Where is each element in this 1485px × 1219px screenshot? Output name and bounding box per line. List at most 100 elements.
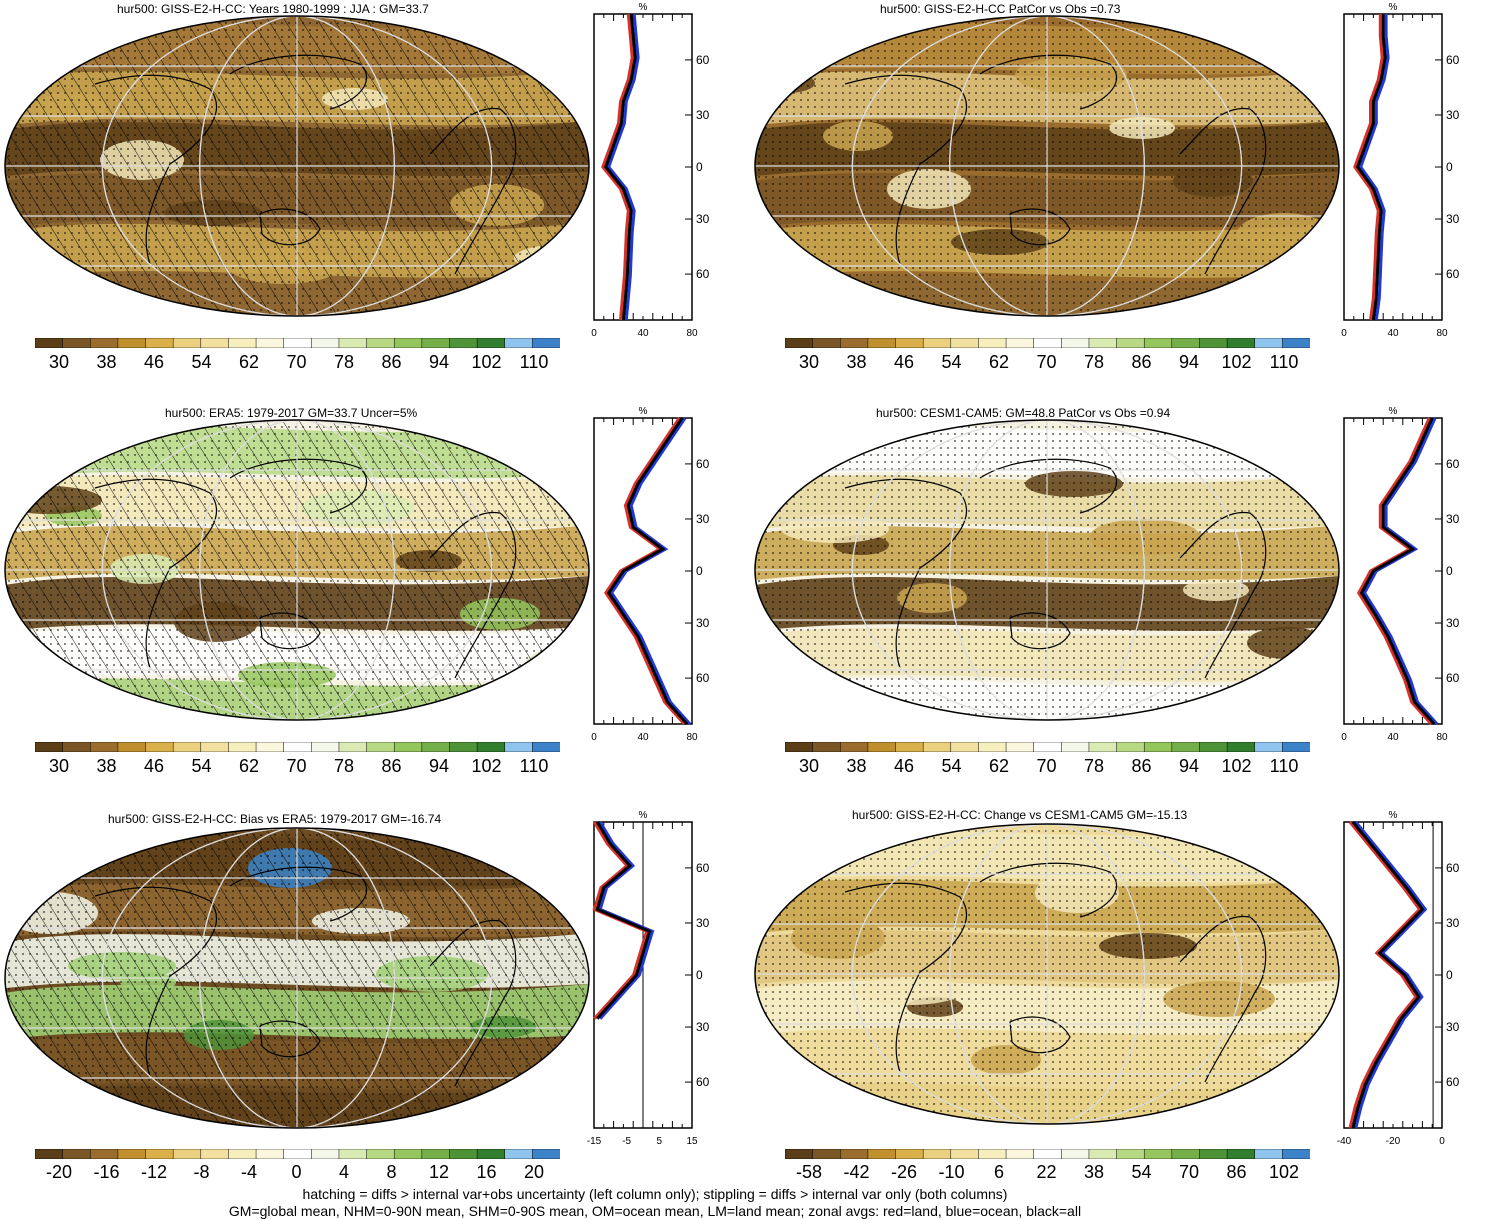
lat-tick-label: 60S [1446,671,1460,685]
colorbar-label: 86 [1131,352,1152,372]
colorbar-swatch [532,742,560,752]
colorbar-label: 110 [1269,352,1299,372]
colorbar-label: 78 [1083,756,1105,776]
colorbar-labels: 30 38 46 54 62 70 78 86 94 102 110 [35,756,560,778]
zonal-mean-plot: % 60N 30N 0 30S 60S 0 40 80 [1341,406,1460,743]
world-map [754,15,1340,317]
colorbar [35,742,560,752]
colorbar-label: 62 [238,352,260,372]
colorbar-labels: 30 38 46 54 62 70 78 86 94 102 110 [35,352,560,374]
colorbar-label: -10 [938,1162,965,1182]
colorbar-label: 110 [1269,756,1299,776]
zonal-profile-line [1348,821,1422,1129]
zonal-x-tick-label: -40 [1337,1136,1352,1147]
colorbar-label: 86 [381,352,402,372]
zonal-profile-line [1356,14,1387,321]
lat-tick-label: 60S [696,267,710,281]
zonal-profile-line [1359,417,1436,726]
colorbar-swatch [1171,338,1201,348]
zonal-profile-line [606,417,689,726]
colorbar-swatch [1088,742,1118,752]
colorbar-swatch [449,742,478,752]
colorbar-label: -16 [93,1162,120,1182]
colorbar-swatch [1199,742,1228,752]
colorbar-swatch [476,1149,506,1159]
colorbar-swatch [895,742,924,752]
colorbar-label: 38 [846,756,867,776]
lat-tick-label: 30S [696,1020,710,1034]
colorbar-label: 62 [988,756,1010,776]
zonal-axis-label: % [1389,810,1398,821]
colorbar-label: 54 [191,352,212,372]
zonal-x-tick-label: 80 [686,328,698,339]
lat-tick-label: 60N [1446,861,1460,875]
colorbar-label: 30 [48,352,70,372]
colorbar-swatch [90,1149,119,1159]
colorbar-swatch [978,742,1007,752]
colorbar-swatch [1282,338,1310,348]
colorbar-swatch [145,742,174,752]
colorbar-swatch [1226,742,1256,752]
colorbar-label: 102 [1221,756,1252,776]
lat-tick-label: 0 [696,160,703,174]
colorbar-swatch [1033,742,1063,752]
colorbar-swatch [62,338,92,348]
footer-note-1: hatching = diffs > internal var+obs unce… [302,1186,1008,1202]
colorbar-label: 110 [519,352,549,372]
colorbar [35,1149,560,1159]
colorbar-swatch [895,1149,924,1159]
zonal-x-tick-label: -5 [622,1136,631,1147]
lat-tick-label: 30S [1446,212,1460,226]
colorbar-swatch [812,1149,842,1159]
colorbar-swatch [1033,1149,1063,1159]
colorbar-swatch [504,338,534,348]
colorbar-swatch [421,742,451,752]
panel-title: hur500: GISS-E2-H-CC: Years 1980-1999 : … [117,2,429,16]
colorbar-swatch [1116,1149,1145,1159]
colorbar-swatch [1061,338,1090,348]
colorbar-swatch [1088,1149,1118,1159]
lat-tick-label: 60N [696,457,710,471]
zonal-x-tick-label: 0 [1439,1136,1445,1147]
colorbar-swatch [978,1149,1007,1159]
lat-tick-label: 30N [1446,916,1460,930]
colorbar-label: -58 [795,1162,823,1182]
colorbar-label: 6 [993,1162,1005,1182]
colorbar-swatch [117,1149,147,1159]
colorbar-swatch [255,1149,285,1159]
colorbar-swatch [200,338,230,348]
colorbar-label: 38 [96,352,117,372]
colorbar-swatch [476,742,506,752]
colorbar-swatch [840,742,869,752]
colorbar-swatch [1005,1149,1035,1159]
colorbar-swatch [950,338,980,348]
zonal-x-tick-label: 40 [637,328,649,339]
colorbar-swatch [922,1149,952,1159]
colorbar-swatch [172,1149,202,1159]
world-map [754,823,1340,1125]
colorbar-swatch [283,742,313,752]
zonal-axis-label: % [639,2,648,13]
colorbar-label: 70 [1178,1162,1200,1182]
colorbar-swatch [255,742,285,752]
zonal-x-tick-label: 0 [591,732,597,743]
colorbar-label: 70 [286,756,307,776]
colorbar-swatch [117,742,147,752]
colorbar-swatch [338,338,368,348]
world-map [4,419,590,721]
zonal-profile-line [604,13,637,321]
colorbar-label: 78 [333,352,355,372]
colorbar-label: 94 [428,756,450,776]
colorbar-swatch [200,1149,230,1159]
zonal-x-tick-label: 80 [1436,328,1448,339]
colorbar-swatch [950,742,980,752]
colorbar-label: 86 [1226,1162,1247,1182]
colorbar-swatch [1116,742,1145,752]
panel-title: hur500: GISS-E2-H-CC: Change vs CESM1-CA… [852,808,1188,822]
colorbar-swatch [255,338,285,348]
zonal-mean-plot: % 60N 30N 0 30S 60S 0 40 80 [1341,2,1460,339]
colorbar-swatch [504,742,534,752]
colorbar [785,1149,1310,1159]
world-map [4,827,590,1129]
zonal-mean-plot: % 60N 30N 0 30S 60S 0 40 80 [591,406,710,743]
